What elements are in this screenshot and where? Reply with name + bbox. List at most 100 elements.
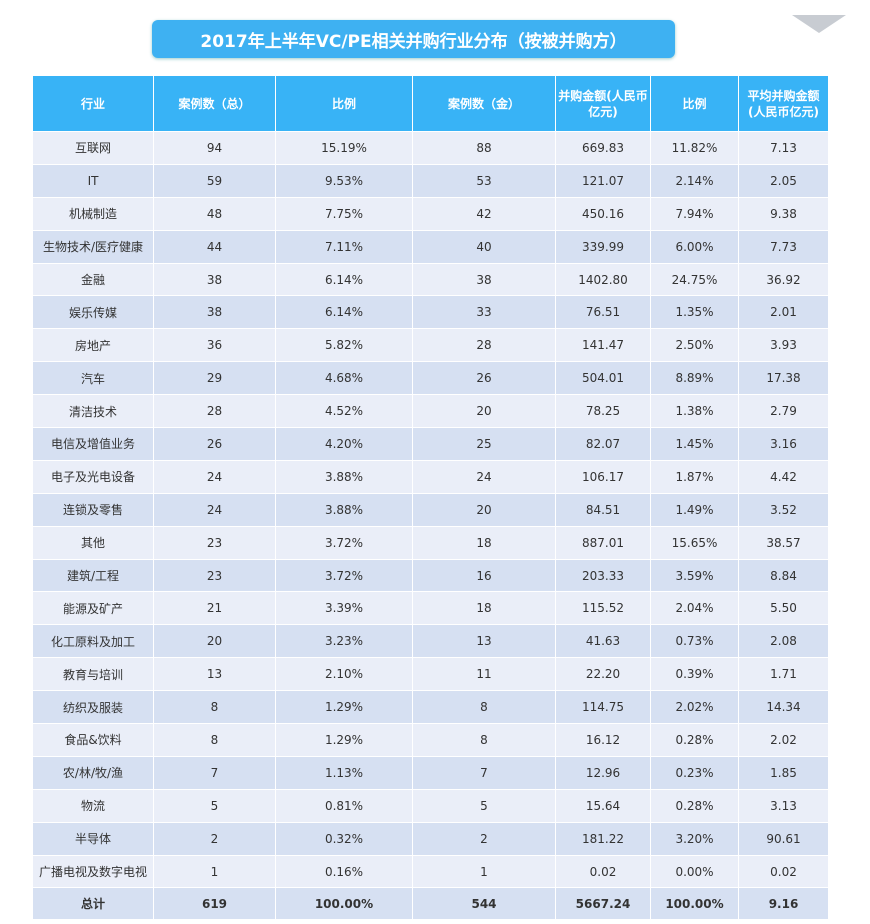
industry-cell: 农/林/牧/渔	[32, 755, 154, 790]
value-cell: 5	[153, 788, 276, 823]
industry-cell: 物流	[32, 788, 154, 823]
value-cell: 4.42	[738, 459, 829, 494]
table-row: 其他 23 3.72% 18 887.01 15.65% 38.57	[32, 525, 829, 560]
value-cell: 106.17	[555, 459, 651, 494]
value-cell: 14.34	[738, 690, 829, 725]
value-cell: 0.28%	[650, 788, 739, 823]
column-header: 行业	[32, 75, 154, 132]
table-row: 清洁技术 28 4.52% 20 78.25 1.38% 2.79	[32, 394, 829, 429]
value-cell: 40	[412, 229, 556, 264]
header-row: 行业 案例数（总） 比例 案例数（金） 并购金额(人民币亿元) 比例 平均并购金额(人民币亿…	[32, 75, 829, 132]
value-cell: 82.07	[555, 427, 651, 461]
industry-cell: 连锁及零售	[32, 492, 154, 527]
value-cell: 8.84	[738, 558, 829, 593]
table-row: 纺织及服装 8 1.29% 8 114.75 2.02% 14.34	[32, 690, 829, 725]
value-cell: 1402.80	[555, 262, 651, 297]
value-cell: 38	[153, 262, 276, 297]
value-cell: 26	[412, 361, 556, 396]
value-cell: 1.45%	[650, 427, 739, 461]
collapse-triangle-icon[interactable]	[792, 15, 846, 33]
table-row: 互联网 94 15.19% 88 669.83 11.82% 7.13	[32, 131, 829, 165]
value-cell: 24	[153, 492, 276, 527]
table-row: 教育与培训 13 2.10% 11 22.20 0.39% 1.71	[32, 657, 829, 692]
value-cell: 2.05	[738, 163, 829, 198]
value-cell: 42	[412, 196, 556, 231]
value-cell: 1.29%	[275, 723, 413, 757]
industry-cell: 娱乐传媒	[32, 295, 154, 330]
value-cell: 2.14%	[650, 163, 739, 198]
industry-cell: 电信及增值业务	[32, 427, 154, 461]
value-cell: 15.65%	[650, 525, 739, 560]
industry-cell: 生物技术/医疗健康	[32, 229, 154, 264]
value-cell: 7	[412, 755, 556, 790]
value-cell: 3.88%	[275, 492, 413, 527]
value-cell: 1.38%	[650, 394, 739, 429]
value-cell: 84.51	[555, 492, 651, 527]
table-row: 娱乐传媒 38 6.14% 33 76.51 1.35% 2.01	[32, 295, 829, 330]
industry-cell: 化工原料及加工	[32, 624, 154, 659]
value-cell: 2.10%	[275, 657, 413, 692]
column-header: 比例	[275, 75, 413, 132]
value-cell: 22.20	[555, 657, 651, 692]
value-cell: 18	[412, 525, 556, 560]
value-cell: 36.92	[738, 262, 829, 297]
value-cell: 3.23%	[275, 624, 413, 659]
value-cell: 13	[412, 624, 556, 659]
value-cell: 7.11%	[275, 229, 413, 264]
value-cell: 88	[412, 131, 556, 165]
value-cell: 6.14%	[275, 295, 413, 330]
value-cell: 15.19%	[275, 131, 413, 165]
industry-table: 行业 案例数（总） 比例 案例数（金） 并购金额(人民币亿元) 比例 平均并购金额(人民币亿…	[32, 75, 829, 921]
value-cell: 28	[412, 328, 556, 363]
value-cell: 7	[153, 755, 276, 790]
value-cell: 48	[153, 196, 276, 231]
value-cell: 3.72%	[275, 558, 413, 593]
value-cell: 3.13	[738, 788, 829, 823]
total-cell: 总计	[32, 887, 154, 921]
value-cell: 17.38	[738, 361, 829, 396]
industry-cell: 机械制造	[32, 196, 154, 231]
total-cell: 5667.24	[555, 887, 651, 921]
value-cell: 4.68%	[275, 361, 413, 396]
value-cell: 181.22	[555, 821, 651, 856]
value-cell: 8	[153, 723, 276, 757]
industry-cell: 电子及光电设备	[32, 459, 154, 494]
value-cell: 5.82%	[275, 328, 413, 363]
value-cell: 18	[412, 591, 556, 626]
value-cell: 7.75%	[275, 196, 413, 231]
value-cell: 0.81%	[275, 788, 413, 823]
table-row: 生物技术/医疗健康 44 7.11% 40 339.99 6.00% 7.73	[32, 229, 829, 264]
industry-cell: 互联网	[32, 131, 154, 165]
value-cell: 3.88%	[275, 459, 413, 494]
value-cell: 3.93	[738, 328, 829, 363]
value-cell: 11.82%	[650, 131, 739, 165]
value-cell: 2.02	[738, 723, 829, 757]
industry-cell: 房地产	[32, 328, 154, 363]
value-cell: 41.63	[555, 624, 651, 659]
industry-cell: 食品&饮料	[32, 723, 154, 757]
value-cell: 13	[153, 657, 276, 692]
value-cell: 2.02%	[650, 690, 739, 725]
value-cell: 25	[412, 427, 556, 461]
value-cell: 53	[412, 163, 556, 198]
value-cell: 2	[412, 821, 556, 856]
value-cell: 203.33	[555, 558, 651, 593]
table-row: 连锁及零售 24 3.88% 20 84.51 1.49% 3.52	[32, 492, 829, 527]
value-cell: 3.20%	[650, 821, 739, 856]
value-cell: 78.25	[555, 394, 651, 429]
table-row: 半导体 2 0.32% 2 181.22 3.20% 90.61	[32, 821, 829, 856]
value-cell: 3.72%	[275, 525, 413, 560]
value-cell: 8	[153, 690, 276, 725]
value-cell: 0.23%	[650, 755, 739, 790]
table-row: 食品&饮料 8 1.29% 8 16.12 0.28% 2.02	[32, 723, 829, 757]
table-row: 汽车 29 4.68% 26 504.01 8.89% 17.38	[32, 361, 829, 396]
value-cell: 8.89%	[650, 361, 739, 396]
value-cell: 2.04%	[650, 591, 739, 626]
column-header: 案例数（总）	[153, 75, 276, 132]
value-cell: 141.47	[555, 328, 651, 363]
value-cell: 1.29%	[275, 690, 413, 725]
value-cell: 7.73	[738, 229, 829, 264]
value-cell: 0.16%	[275, 854, 413, 889]
value-cell: 28	[153, 394, 276, 429]
value-cell: 26	[153, 427, 276, 461]
